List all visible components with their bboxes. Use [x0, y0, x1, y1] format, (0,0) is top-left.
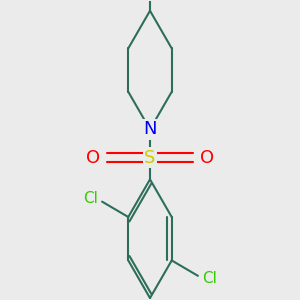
Text: O: O	[86, 149, 100, 167]
Text: S: S	[144, 149, 156, 167]
Text: N: N	[143, 120, 157, 138]
Text: Cl: Cl	[83, 191, 98, 206]
Text: Cl: Cl	[202, 271, 217, 286]
Text: O: O	[200, 149, 214, 167]
